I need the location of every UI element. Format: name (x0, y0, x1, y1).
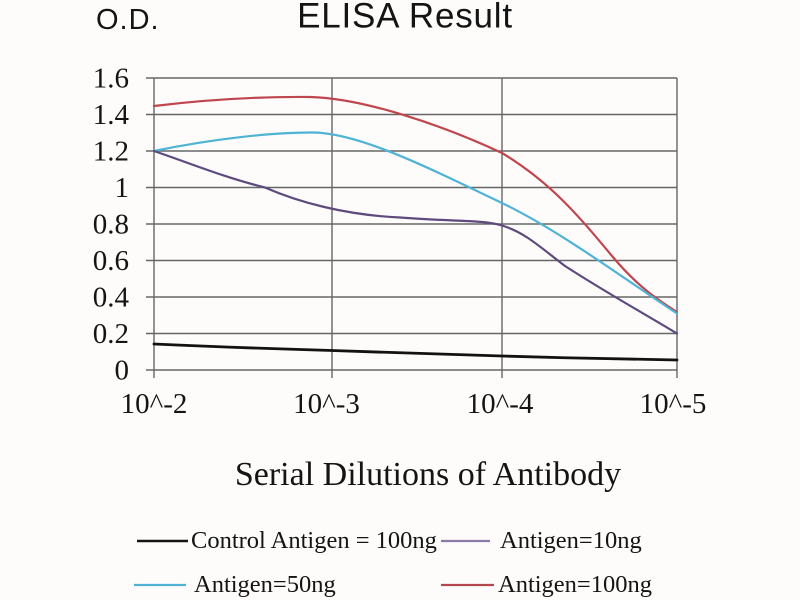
svg-text:10^-4: 10^-4 (467, 388, 534, 420)
svg-text:1: 1 (115, 172, 130, 204)
svg-text:10^-3: 10^-3 (293, 388, 360, 420)
svg-text:10^-2: 10^-2 (121, 388, 188, 420)
svg-text:Serial Dilutions of Antibody: Serial Dilutions of Antibody (235, 456, 621, 493)
svg-text:1.6: 1.6 (93, 63, 129, 95)
svg-text:0.8: 0.8 (93, 209, 129, 241)
svg-text:Antigen=10ng: Antigen=10ng (500, 527, 642, 554)
svg-text:1.4: 1.4 (93, 99, 130, 131)
svg-text:ELISA Result: ELISA Result (297, 0, 513, 36)
svg-text:O.D.: O.D. (96, 4, 160, 36)
svg-text:0.6: 0.6 (93, 245, 129, 277)
svg-text:0.2: 0.2 (93, 318, 129, 350)
svg-text:10^-5: 10^-5 (640, 388, 707, 420)
svg-text:1.2: 1.2 (93, 136, 129, 168)
svg-text:0.4: 0.4 (93, 282, 130, 314)
svg-text:Antigen=50ng: Antigen=50ng (194, 571, 336, 598)
svg-text:Antigen=100ng: Antigen=100ng (498, 571, 652, 598)
svg-text:0: 0 (115, 355, 130, 387)
svg-text:Control Antigen = 100ng: Control Antigen = 100ng (191, 527, 437, 554)
